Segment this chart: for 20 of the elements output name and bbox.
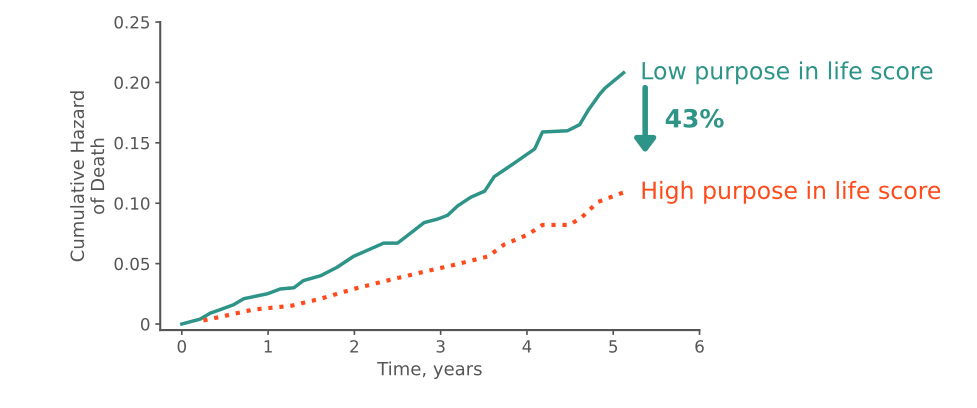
y-tick-label: 0.15 — [114, 136, 150, 150]
x-tick-label: 5 — [609, 340, 618, 353]
y-tick-label: 0.25 — [114, 16, 150, 29]
x-tick-label: 0 — [178, 340, 186, 353]
annotation: 43% — [666, 108, 724, 128]
x-axis-title: Time, years — [377, 361, 482, 379]
y-tick-label: 0.20 — [114, 76, 150, 89]
y-tick-label: 0 — [141, 318, 150, 331]
x-tick-label: 3 — [436, 340, 445, 353]
x-tick-label: 4 — [522, 340, 532, 352]
series-label: Low purpose in life score — [642, 61, 932, 84]
y-tick-label: 0.05 — [114, 258, 150, 270]
line-series — [201, 190, 626, 322]
x-tick-label: 2 — [350, 340, 358, 352]
y-tick-label: 0.10 — [114, 197, 150, 210]
line-series — [180, 71, 626, 326]
series-label: High purpose in life score — [642, 180, 940, 204]
x-tick-label: 6 — [695, 340, 704, 353]
x-tick-label: 1 — [264, 340, 272, 352]
y-axis-title: Cumulative Hazard of Death — [70, 91, 104, 262]
